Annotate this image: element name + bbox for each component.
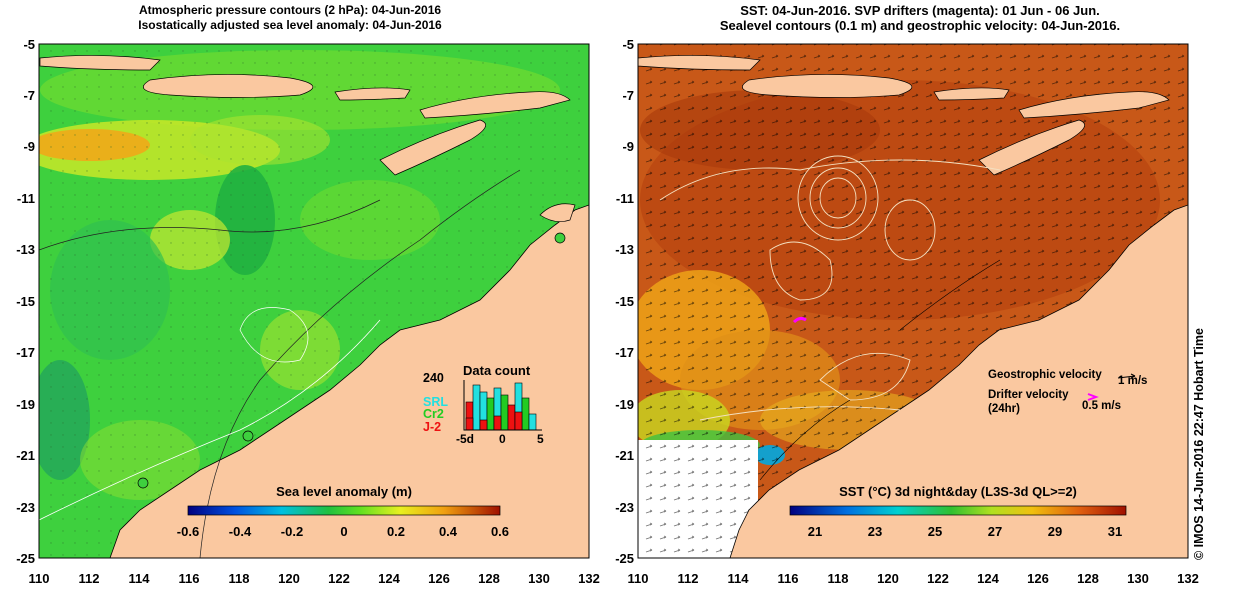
right-ytick: -17 [615,345,634,360]
left-ytick: -19 [16,397,35,412]
sla-tick-3: 0 [340,524,348,539]
drifter-scale-label: 0.5 m/s [1082,400,1121,412]
right-xtick: 112 [677,571,699,586]
right-ytick: -25 [615,551,634,566]
right-ytick: -11 [615,191,634,206]
drifter-velocity-label: Drifter velocity [988,389,1069,401]
left-xtick: 118 [228,571,250,586]
right-xtick: 128 [1077,571,1099,586]
left-xtick: 120 [278,571,300,586]
right-title-line1: SST: 04-Jun-2016. SVP drifters (magenta)… [740,3,1100,18]
left-ytick: -23 [16,500,35,515]
right-ytick: -23 [615,500,634,515]
sea-level-map [39,44,589,558]
left-xtick: 126 [428,571,450,586]
sla-tick-1: -0.4 [228,524,252,539]
inset-xtick-5: 5 [537,432,544,446]
left-title-line1: Atmospheric pressure contours (2 hPa): 0… [138,3,442,17]
left-xtick: 128 [478,571,500,586]
sla-tick-4: 0.2 [386,524,406,539]
inset-xtick-0: 0 [499,432,506,446]
left-xtick: 130 [528,571,550,586]
sla-colorbar [187,505,501,516]
sst-colorbar [789,505,1127,516]
right-ytick: -7 [622,88,634,103]
inset-legend-j2: J-2 [423,420,442,434]
sst-colorbar-label: SST (°C) 3d night&day (L3S-3d QL>=2) [839,484,1077,499]
sla-tick-5: 0.4 [438,524,458,539]
right-xtick: 114 [727,571,749,586]
sst-tick-5: 31 [1107,524,1123,539]
left-ytick: -15 [16,294,35,309]
right-ytick: -9 [622,139,634,154]
right-ytick: -13 [615,242,634,257]
right-xtick: 116 [777,571,799,586]
right-ytick: -21 [615,448,634,463]
inset-legend-cr2: Cr2 [423,407,444,421]
right-xtick: 110 [627,571,649,586]
right-xtick: 122 [927,571,949,586]
sla-tick-6: 0.6 [490,524,510,539]
left-xtick: 124 [378,571,400,586]
right-xtick: 118 [827,571,849,586]
right-ytick: -5 [622,37,634,52]
left-ytick: -9 [23,139,35,154]
sst-tick-1: 23 [867,524,883,539]
data-count-inset [463,380,542,431]
geostrophic-scale-label: 1 m/s [1118,375,1148,387]
left-xtick: 132 [578,571,600,586]
drifter-scale-arrow [1087,393,1099,401]
geostrophic-velocity-label: Geostrophic velocity [988,369,1102,381]
left-ytick: -17 [16,345,35,360]
left-ytick: -13 [16,242,35,257]
inset-legend-srl: SRL [423,395,448,409]
left-title-line2: Isostatically adjusted sea level anomaly… [138,18,442,32]
left-xtick: 114 [128,571,150,586]
right-xtick: 120 [877,571,899,586]
sla-colorbar-label: Sea level anomaly (m) [276,484,412,499]
left-xtick: 116 [178,571,200,586]
drifter-sub-label: (24hr) [988,403,1020,415]
inset-title: Data count [463,363,531,378]
sst-tick-0: 21 [807,524,823,539]
credit-text: © IMOS 14-Jun-2016 22:47 Hobart Time [1192,328,1206,560]
sst-tick-4: 29 [1047,524,1063,539]
right-title-line2: Sealevel contours (0.1 m) and geostrophi… [719,18,1121,33]
sst-tick-2: 25 [927,524,943,539]
inset-xtick-neg5d: -5d [456,432,474,446]
sla-tick-0: -0.6 [176,524,200,539]
right-ytick: -19 [615,397,634,412]
left-xtick: 110 [28,571,50,586]
right-xtick: 126 [1027,571,1049,586]
left-ytick: -25 [16,551,35,566]
left-xtick: 122 [328,571,350,586]
right-xtick: 132 [1177,571,1199,586]
left-ytick: -5 [23,37,35,52]
left-xtick: 112 [78,571,100,586]
geostrophic-scale-arrow [1117,375,1136,379]
left-ytick: -21 [16,448,35,463]
sst-map [638,44,1188,558]
left-ytick: -7 [23,88,35,103]
right-xtick: 130 [1127,571,1149,586]
right-ytick: -15 [615,294,634,309]
sla-tick-2: -0.2 [280,524,304,539]
sst-tick-3: 27 [987,524,1003,539]
left-ytick: -11 [16,191,35,206]
inset-y-label: 240 [423,371,444,385]
right-xtick: 124 [977,571,999,586]
